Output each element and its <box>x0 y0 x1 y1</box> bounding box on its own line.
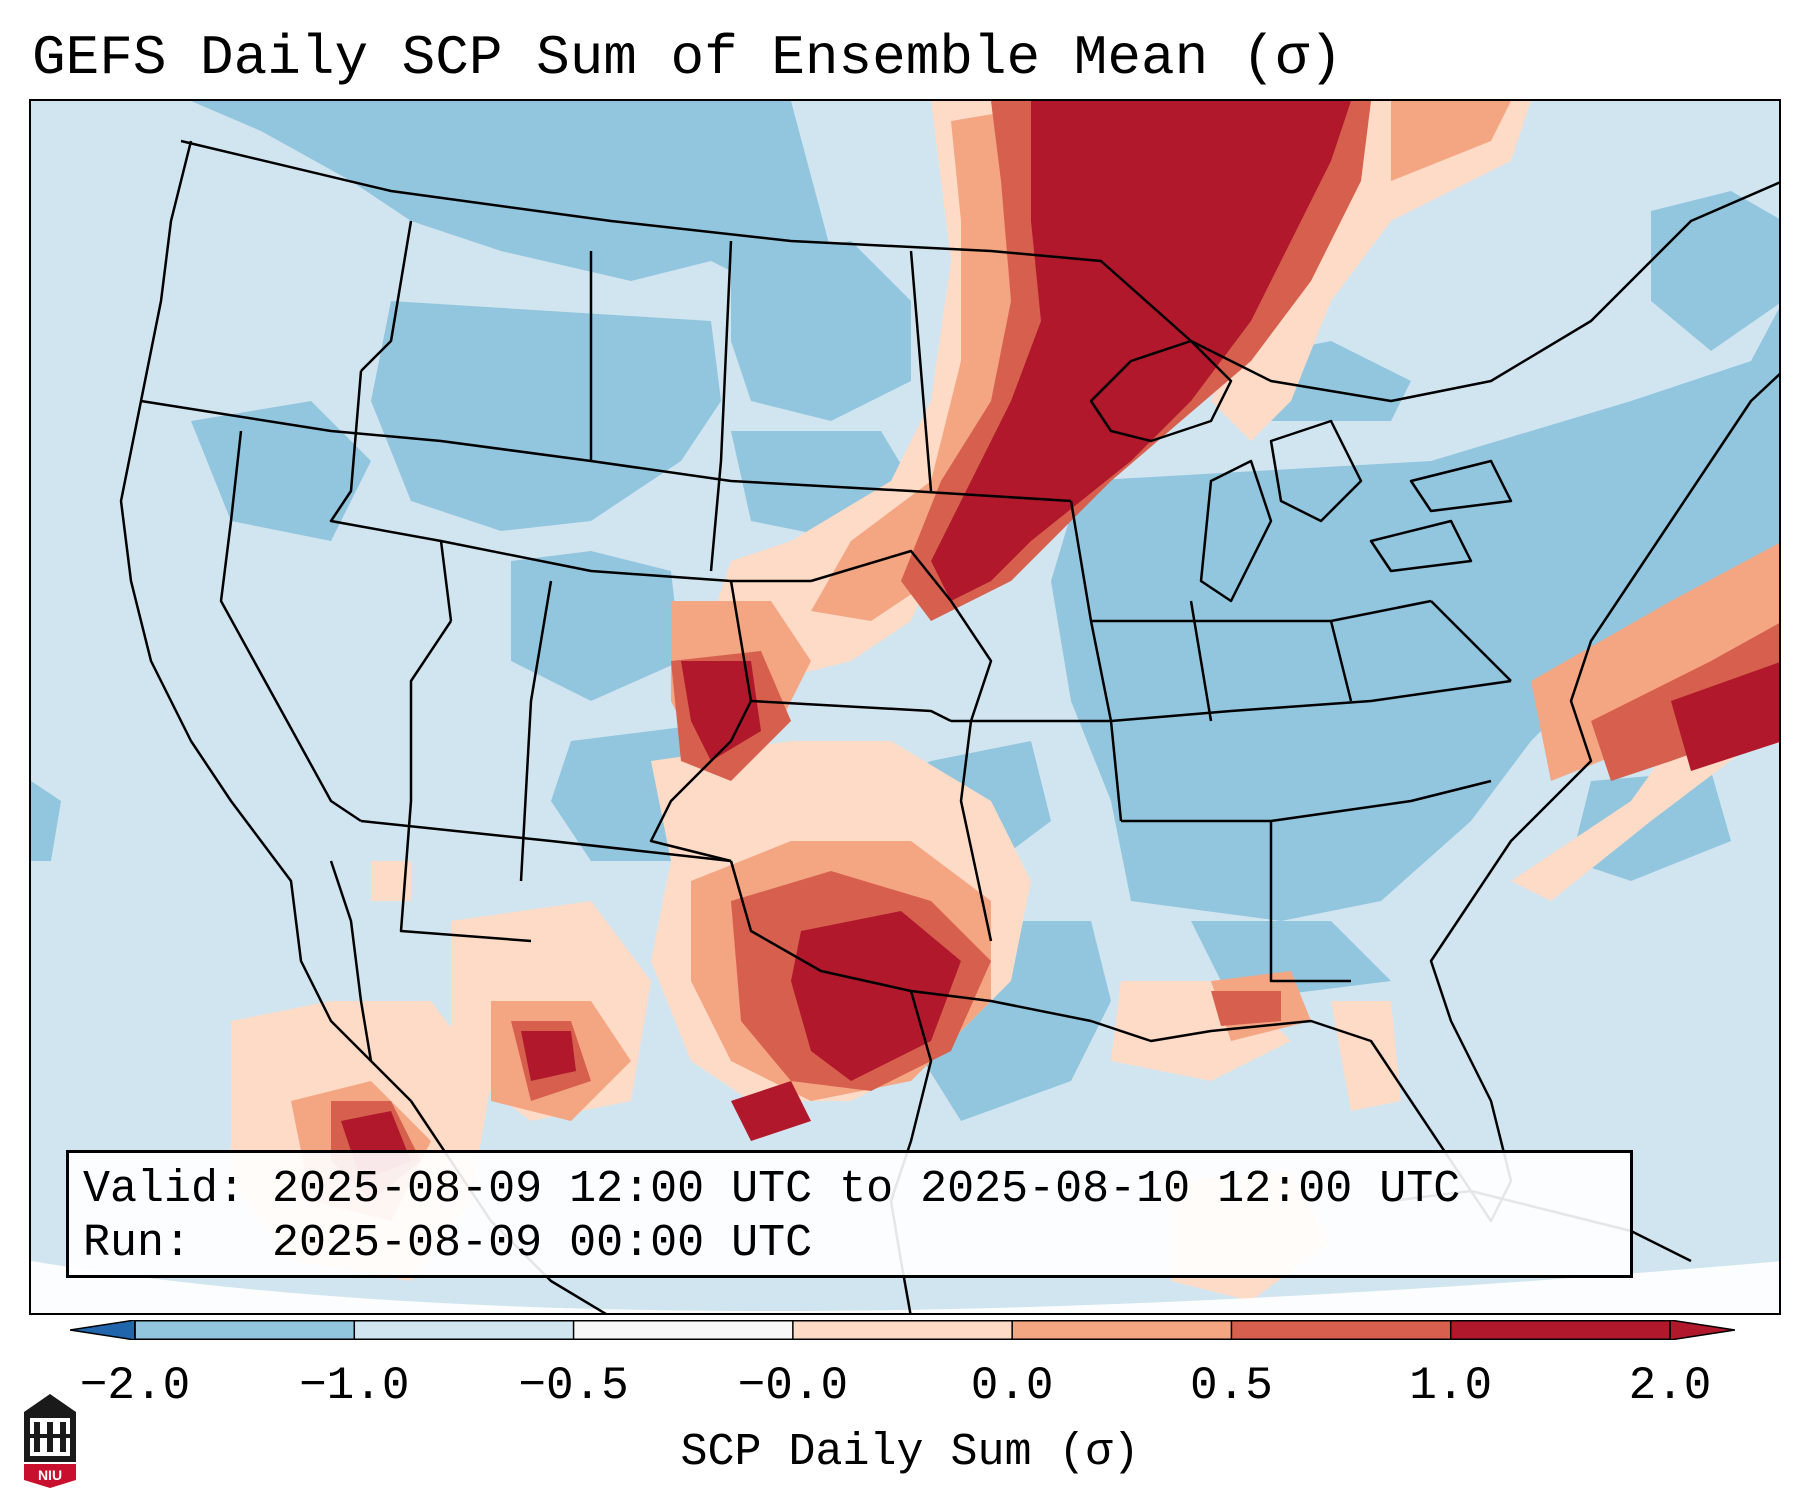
colorbar <box>70 1320 1735 1340</box>
colorbar-segment <box>354 1320 575 1340</box>
colorbar-segment <box>1450 1320 1671 1340</box>
colorbar-tick-label: −0.5 <box>518 1360 629 1412</box>
niu-building-icon: NIU <box>24 1394 76 1488</box>
colorbar-tick-label: 2.0 <box>1628 1360 1712 1412</box>
colorbar-over-arrow <box>1669 1320 1735 1340</box>
run-time-line: Run: 2025-08-09 00:00 UTC <box>83 1218 813 1269</box>
map-frame[interactable] <box>29 99 1781 1315</box>
colorbar-tick-label: 1.0 <box>1409 1360 1493 1412</box>
colorbar-under-arrow <box>70 1320 136 1340</box>
colorbar-segment <box>1231 1320 1452 1340</box>
colorbar-segment <box>573 1320 794 1340</box>
colorbar-tick-label: −1.0 <box>299 1360 410 1412</box>
scp-map <box>31 101 1779 1313</box>
colorbar-tick-label: −0.0 <box>737 1360 849 1412</box>
state-boundaries <box>119 139 1779 1313</box>
colorbar-tick-label: 0.5 <box>1190 1360 1273 1412</box>
colorbar-segment <box>1012 1320 1232 1340</box>
valid-time-line: Valid: 2025-08-09 12:00 UTC to 2025-08-1… <box>83 1164 1461 1215</box>
niu-logo-text: NIU <box>38 1467 62 1483</box>
colorbar-label: SCP Daily Sum (σ) <box>680 1427 1140 1478</box>
colorbar-segment <box>792 1320 1013 1340</box>
colorbar-segment <box>135 1320 355 1340</box>
page-title: GEFS Daily SCP Sum of Ensemble Mean (σ) <box>32 26 1343 90</box>
colorbar-tick-label: 0.0 <box>970 1360 1054 1412</box>
colorbar-tick-label: −2.0 <box>79 1360 191 1412</box>
very-strong-positive-regions <box>341 101 1779 1181</box>
projection-edge <box>31 1261 1779 1313</box>
valid-run-info-box: Valid: 2025-08-09 12:00 UTC to 2025-08-1… <box>66 1150 1633 1278</box>
